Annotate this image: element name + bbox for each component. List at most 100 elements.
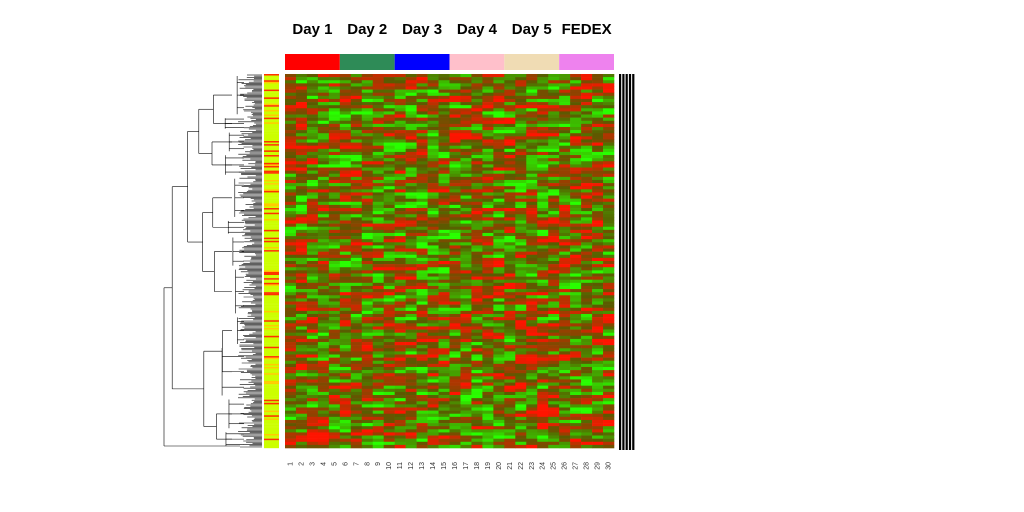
heatmap-cell — [328, 136, 341, 140]
heatmap-cell — [515, 195, 527, 199]
heatmap-cell — [295, 251, 308, 256]
row-annotation-cell — [264, 109, 279, 112]
heatmap-cell — [537, 370, 549, 374]
heatmap-cell — [438, 395, 450, 399]
heatmap-cell — [317, 245, 330, 249]
heatmap-cell — [383, 413, 395, 418]
heatmap-cell — [537, 354, 549, 358]
heatmap-cell — [471, 385, 483, 390]
heatmap-cell — [438, 438, 450, 443]
heatmap-cell — [328, 142, 341, 146]
heatmap-cell — [570, 158, 582, 162]
heatmap-cell — [350, 304, 363, 309]
heatmap-cell — [416, 264, 428, 268]
heatmap-cell — [361, 208, 374, 212]
heatmap-cell — [471, 348, 483, 352]
heatmap-cell — [460, 80, 472, 84]
heatmap-cell — [405, 226, 417, 231]
heatmap-cell — [581, 441, 593, 446]
heatmap-cell — [383, 279, 395, 284]
heatmap-cell — [372, 176, 384, 181]
heatmap-cell — [306, 229, 319, 234]
heatmap-cell — [405, 357, 417, 362]
heatmap-cell — [504, 142, 516, 146]
heatmap-cell — [548, 223, 560, 228]
heatmap-cell — [537, 123, 549, 128]
heatmap-cell — [460, 126, 472, 131]
heatmap-cell — [383, 357, 395, 362]
heatmap-cell — [592, 74, 604, 78]
heatmap-cell — [285, 151, 297, 156]
heatmap-cell — [515, 292, 527, 296]
heatmap-cell — [372, 164, 384, 168]
heatmap-cell — [526, 223, 538, 228]
heatmap-cell — [317, 295, 330, 299]
heatmap-cell — [504, 295, 516, 299]
heatmap-cell — [350, 366, 363, 371]
heatmap-cell — [559, 379, 571, 383]
heatmap-cell — [570, 363, 582, 368]
row-annotation-cell — [264, 401, 279, 404]
heatmap-cell — [350, 313, 363, 318]
heatmap-cell — [427, 360, 439, 365]
heatmap-cell — [548, 248, 560, 252]
heatmap-cell — [471, 195, 483, 199]
heatmap-cell — [383, 395, 395, 399]
heatmap-cell — [548, 320, 560, 324]
heatmap-cell — [581, 329, 593, 333]
heatmap-cell — [339, 80, 352, 84]
row-annotation-cell — [264, 133, 279, 135]
heatmap-cell — [592, 270, 604, 274]
heatmap-cell — [559, 226, 571, 231]
heatmap-cell — [328, 167, 341, 171]
heatmap-cell — [438, 102, 450, 106]
heatmap-cell — [504, 338, 516, 343]
heatmap-cell — [603, 351, 615, 355]
heatmap-cell — [526, 102, 538, 106]
heatmap-cell — [460, 326, 472, 330]
heatmap-cell — [350, 335, 363, 340]
row-annotation-cell — [264, 363, 279, 366]
heatmap-cell — [581, 354, 593, 358]
heatmap-cell — [383, 108, 395, 112]
heatmap-cell — [526, 423, 538, 427]
heatmap-cell — [504, 432, 516, 436]
heatmap-cell — [285, 323, 297, 327]
heatmap-cell — [570, 298, 582, 302]
heatmap-cell — [570, 366, 582, 371]
heatmap-cell — [383, 270, 395, 274]
heatmap-cell — [515, 444, 527, 449]
heatmap-cell — [427, 195, 439, 199]
row-annotation-cell — [264, 114, 279, 117]
heatmap-cell — [482, 242, 494, 246]
heatmap-cell — [416, 226, 428, 231]
heatmap-cell — [394, 74, 406, 78]
heatmap-cell — [548, 126, 560, 131]
row-annotation-cell — [264, 423, 279, 425]
heatmap-cell — [405, 102, 417, 106]
heatmap-cell — [295, 279, 308, 284]
heatmap-cell — [306, 108, 319, 112]
column-tick-label: 5 — [331, 462, 338, 466]
heatmap-cell — [570, 123, 582, 128]
heatmap-cell — [405, 276, 417, 280]
heatmap-cell — [548, 95, 560, 100]
heatmap-cell — [383, 273, 395, 277]
row-annotation-cell — [264, 242, 279, 245]
heatmap-cell — [537, 304, 549, 309]
heatmap-cell — [427, 92, 439, 97]
heatmap-cell — [416, 251, 428, 256]
heatmap-cell — [328, 254, 341, 259]
heatmap-cell — [438, 295, 450, 299]
heatmap-cell — [526, 270, 538, 274]
heatmap-cell — [405, 204, 417, 209]
heatmap-cell — [482, 151, 494, 156]
heatmap-cell — [383, 348, 395, 352]
heatmap-cell — [449, 404, 461, 408]
heatmap-cell — [361, 423, 374, 427]
heatmap-cell — [372, 208, 384, 212]
heatmap-cell — [372, 261, 384, 265]
heatmap-cell — [328, 148, 341, 153]
heatmap-cell — [592, 223, 604, 228]
heatmap-cell — [306, 192, 319, 196]
